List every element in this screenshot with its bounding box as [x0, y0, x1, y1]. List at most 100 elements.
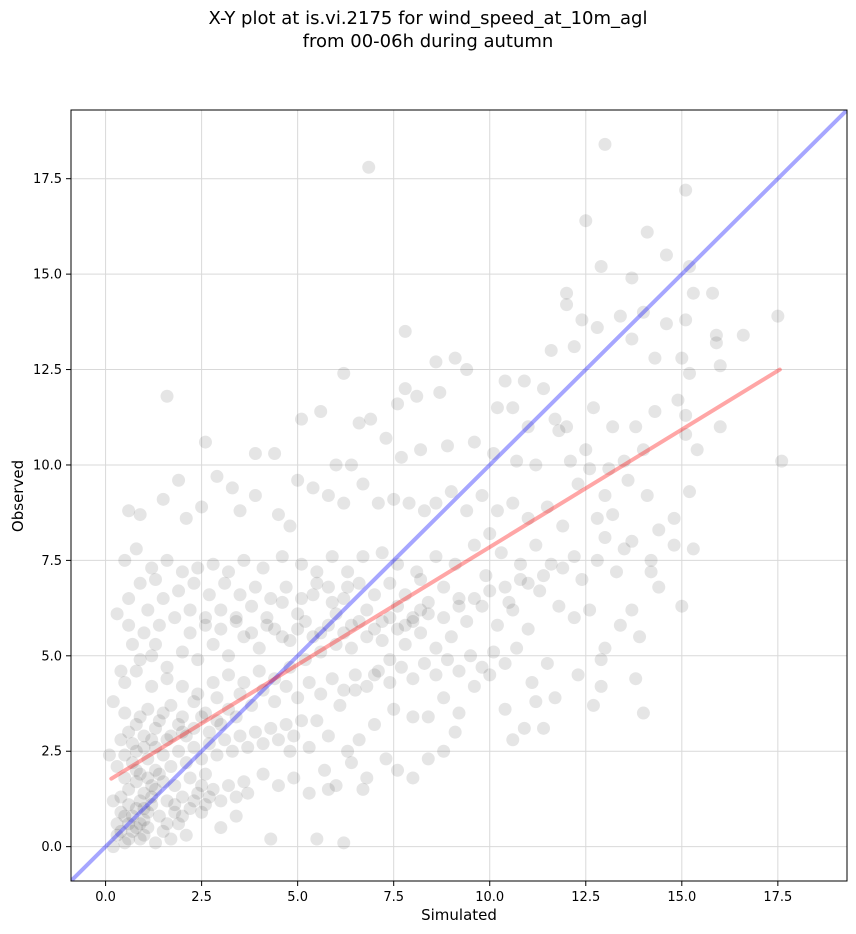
- data-point: [567, 550, 581, 564]
- data-point: [467, 592, 481, 606]
- data-point: [198, 435, 212, 449]
- data-point: [448, 351, 462, 365]
- data-point: [494, 546, 508, 560]
- data-point: [275, 595, 289, 609]
- data-point: [483, 668, 497, 682]
- data-point: [198, 618, 212, 632]
- data-point: [156, 748, 170, 762]
- data-point: [629, 420, 643, 434]
- data-point: [682, 259, 696, 273]
- data-point: [502, 595, 516, 609]
- data-point: [125, 824, 139, 838]
- data-point: [195, 805, 209, 819]
- data-point: [640, 489, 654, 502]
- data-point: [437, 691, 451, 705]
- data-point: [629, 672, 643, 686]
- data-point: [537, 569, 551, 583]
- data-point: [122, 504, 136, 518]
- data-point: [321, 618, 335, 632]
- data-point: [160, 553, 174, 567]
- data-point: [344, 756, 358, 770]
- data-point: [594, 679, 608, 693]
- data-point: [713, 420, 727, 434]
- data-point: [375, 614, 389, 628]
- x-tick-label: 2.5: [191, 890, 212, 905]
- data-point: [464, 649, 478, 663]
- data-point: [636, 706, 650, 720]
- data-point: [260, 611, 274, 625]
- data-point: [214, 603, 228, 617]
- data-point: [183, 626, 197, 640]
- data-point: [325, 595, 339, 609]
- y-tick-label: 0.0: [41, 840, 62, 855]
- data-point: [137, 626, 151, 640]
- data-point: [617, 542, 631, 556]
- data-point: [636, 443, 650, 457]
- data-point: [137, 813, 151, 827]
- data-point: [152, 714, 166, 728]
- data-point: [156, 706, 170, 720]
- data-point: [210, 748, 224, 762]
- data-point: [314, 405, 328, 419]
- data-point: [452, 664, 466, 678]
- data-point: [241, 740, 255, 754]
- data-point: [598, 530, 612, 544]
- data-point: [452, 592, 466, 606]
- data-point: [414, 572, 428, 586]
- data-point: [133, 817, 147, 831]
- plot-frame: [70, 109, 848, 882]
- data-point: [306, 588, 320, 602]
- data-point: [598, 137, 612, 151]
- data-point: [529, 695, 543, 709]
- data-point: [175, 725, 189, 739]
- data-point: [606, 508, 620, 522]
- data-point: [149, 782, 163, 796]
- data-point: [371, 664, 385, 678]
- data-point: [187, 576, 201, 590]
- data-point: [283, 660, 297, 674]
- data-point: [222, 565, 236, 579]
- grid-lines: [71, 110, 847, 881]
- data-point: [383, 653, 397, 667]
- data-point: [540, 656, 554, 670]
- data-point: [264, 592, 278, 606]
- data-point: [506, 496, 520, 510]
- data-point: [610, 565, 624, 579]
- data-point: [129, 801, 143, 815]
- data-point: [598, 489, 612, 502]
- regression-fit-line: [109, 367, 782, 781]
- data-point: [563, 454, 577, 468]
- y-tick-label: 10.0: [33, 458, 62, 473]
- data-point: [156, 492, 170, 506]
- data-point: [398, 618, 412, 632]
- data-point: [709, 336, 723, 350]
- data-point: [229, 614, 243, 628]
- data-point: [133, 794, 147, 808]
- data-point: [452, 599, 466, 613]
- data-point: [362, 160, 376, 174]
- x-tick-label: 7.5: [383, 890, 404, 905]
- data-point: [156, 775, 170, 789]
- data-point: [202, 725, 216, 739]
- data-point: [141, 821, 155, 835]
- data-point: [579, 443, 593, 457]
- data-point: [391, 622, 405, 636]
- data-point: [198, 798, 212, 812]
- data-point: [137, 828, 151, 842]
- data-point: [321, 782, 335, 796]
- data-point: [114, 805, 128, 819]
- data-point: [375, 546, 389, 560]
- data-point: [175, 809, 189, 823]
- data-point: [606, 420, 620, 434]
- data-point: [517, 721, 531, 735]
- data-point: [114, 790, 128, 804]
- data-point: [367, 668, 381, 682]
- data-point: [141, 771, 155, 785]
- data-point: [675, 599, 689, 613]
- data-point: [429, 496, 443, 510]
- data-point: [498, 656, 512, 670]
- data-point: [321, 729, 335, 743]
- data-point: [360, 603, 374, 617]
- data-point: [152, 809, 166, 823]
